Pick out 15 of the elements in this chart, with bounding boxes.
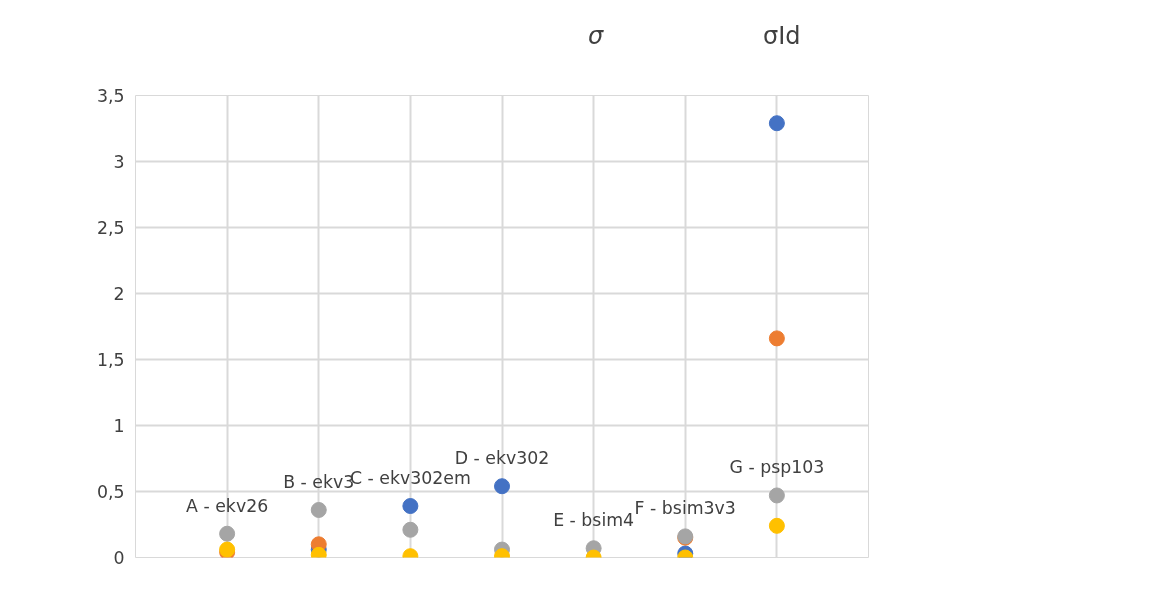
annotation: A - ekv26 [186,495,269,516]
chart-title: σ [588,21,604,52]
y-tick-label: 2 [113,284,125,304]
annotation: F - bsim3v3 [634,498,736,519]
y-tick-label: 3 [113,152,125,172]
y-tick-label: 3,5 [96,86,125,106]
annotation: G - psp103 [729,457,825,478]
annotation: E - bsim4 [553,510,635,531]
y-tick-label: 1,5 [96,350,125,370]
chart-subtitle: σId [763,21,801,52]
y-tick-label: 0,5 [96,482,125,502]
y-tick-label: 2,5 [96,218,125,238]
annotation: D - ekv302 [454,448,550,469]
y-tick-label: 0 [113,548,125,568]
y-tick-label: 1 [113,416,125,436]
